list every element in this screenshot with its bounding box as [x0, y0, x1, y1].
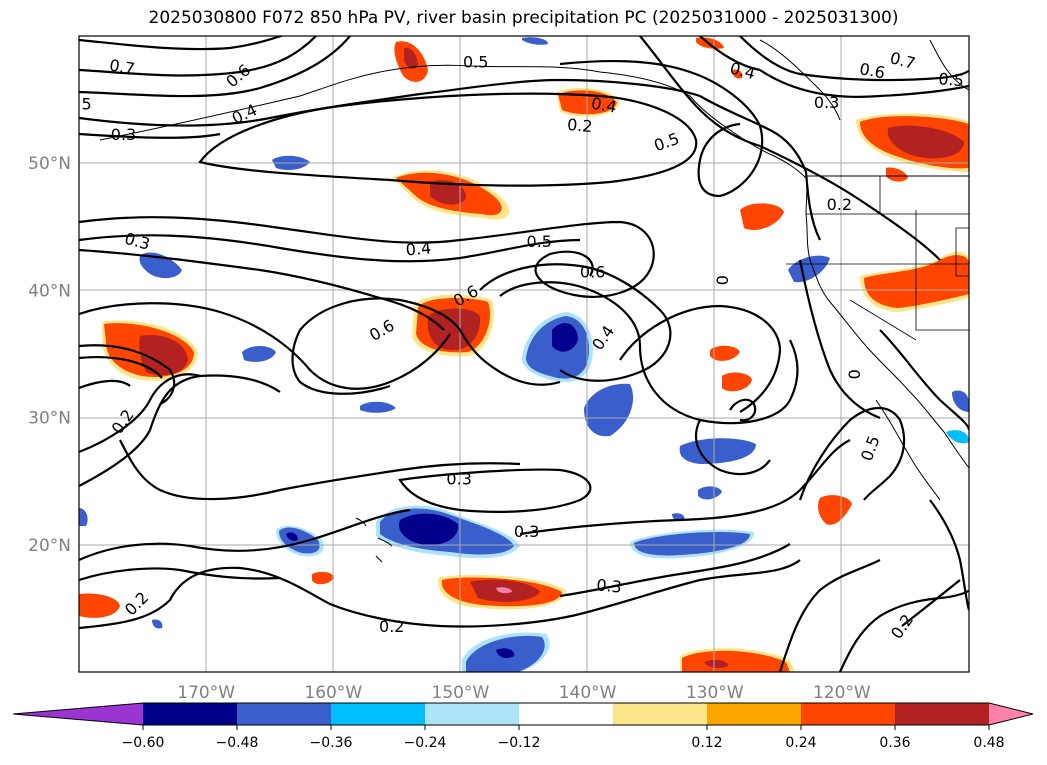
contour-label: 0	[712, 275, 731, 285]
contour-label: 0.3	[111, 125, 136, 144]
contour-label: 0.5	[463, 52, 488, 71]
pv-contours	[79, 36, 969, 672]
lat-label: 30°N	[28, 409, 71, 429]
colorbar-ticks: −0.60 −0.48 −0.36 −0.24 −0.12 0.12 0.24 0.36 0.4…	[122, 725, 1005, 751]
positive-precip-area-central	[412, 294, 494, 357]
contour-label: 0.6	[858, 59, 886, 82]
colorbar-bin	[519, 703, 614, 725]
contour-label: 0.7	[108, 55, 136, 78]
colorbar-bin	[707, 703, 802, 725]
lon-label: 170°W	[177, 683, 235, 703]
contour-label: 0.5	[938, 69, 965, 90]
positive-precip-area-small	[312, 37, 908, 585]
lat-label: 40°N	[28, 281, 71, 301]
lat-label: 50°N	[28, 154, 71, 174]
lat-label: 20°N	[28, 536, 71, 556]
negative-precip-area-bottom	[462, 632, 550, 672]
colorbar-bin	[801, 703, 896, 725]
positive-precip-area-west-south	[79, 593, 120, 618]
lon-label: 130°W	[686, 683, 744, 703]
contour-label: 0.3	[514, 522, 539, 541]
map-area: 0.7 0.60.450.30.50.40.20.4 0.70.6 0.50.30.5…	[78, 35, 970, 673]
colorbar	[12, 702, 1034, 726]
map-frame	[78, 35, 970, 673]
colorbar-tick-label: −0.12	[498, 735, 541, 751]
colorbar-bin	[237, 703, 332, 725]
negative-precip-area-southeast	[630, 529, 755, 559]
colorbar-tick-label: −0.36	[310, 735, 353, 751]
contour-label: 0.3	[596, 575, 623, 596]
contour-label: 0.3	[814, 93, 839, 112]
colorbar-extend-min	[13, 703, 143, 725]
positive-precip-area-pnw	[856, 113, 969, 172]
positive-precip-area-aleutian	[394, 41, 428, 82]
contour-label: 0.4	[590, 94, 618, 117]
contour-label: 0.2	[566, 115, 593, 136]
negative-precip-area-small	[79, 37, 969, 629]
colorbar-bin	[613, 703, 708, 725]
colorbar-tick-label: 0.24	[785, 735, 816, 751]
positive-precip-area-east-bottom	[680, 648, 795, 672]
colorbar-tick-label: 0.36	[879, 735, 910, 751]
colorbar-tick-label: −0.60	[122, 735, 165, 751]
colorbar-bin	[331, 703, 426, 725]
colorbar-tick-label: −0.24	[404, 735, 447, 751]
contour-label: 0.5	[527, 232, 552, 251]
colorbar-bin	[895, 703, 990, 725]
contour-label: 5	[82, 94, 92, 113]
colorbar-bin	[425, 703, 520, 725]
colorbar-bin	[143, 703, 238, 725]
latitude-labels: 50°N 40°N 30°N 20°N	[28, 154, 71, 556]
gridlines	[79, 36, 969, 672]
negative-precip-area-west	[276, 525, 324, 557]
contour-label: 0.6	[580, 262, 605, 281]
lon-label: 150°W	[432, 683, 490, 703]
positive-precip-area-california	[860, 251, 969, 312]
lon-label: 120°W	[813, 683, 871, 703]
contour-label: 0.3	[446, 470, 471, 489]
lon-label: 160°W	[304, 683, 362, 703]
contour-label: 0.2	[827, 195, 852, 214]
colorbar-tick-label: 0.12	[691, 735, 722, 751]
positive-precip-area-west	[102, 320, 198, 381]
contour-label: 0.4	[405, 238, 432, 259]
positive-precip-area-south	[437, 574, 566, 610]
longitude-labels: 170°W 160°W 150°W 140°W 130°W 120°W	[177, 683, 871, 703]
negative-precip-area-central	[522, 312, 593, 383]
colorbar-extend-max	[989, 703, 1033, 725]
lon-label: 140°W	[559, 683, 617, 703]
map-title: 2025030800 F072 850 hPa PV, river basin …	[148, 8, 899, 28]
colorbar-tick-label: 0.48	[973, 735, 1004, 751]
colorbar-tick-label: −0.48	[216, 735, 259, 751]
contour-label: 0.2	[379, 617, 404, 636]
contour-label: 0	[845, 369, 864, 379]
